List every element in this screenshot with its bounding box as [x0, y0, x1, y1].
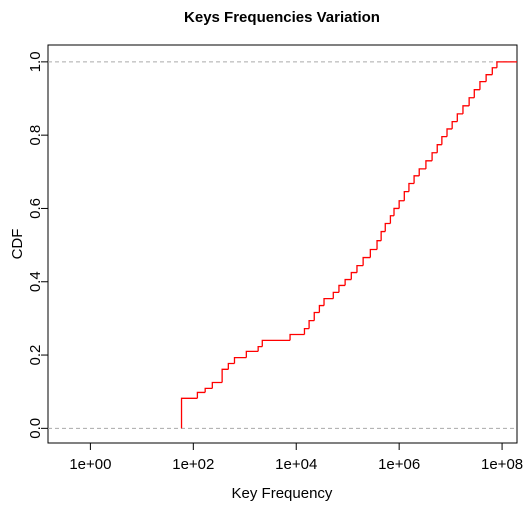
y-tick-label: 1.0 — [27, 51, 44, 72]
step — [436, 144, 442, 153]
step — [362, 256, 371, 266]
step — [496, 61, 517, 68]
step — [403, 190, 409, 201]
y-tick-label: 0.8 — [27, 125, 44, 146]
y-axis-label: CDF — [9, 229, 26, 260]
step — [308, 319, 315, 329]
x-tick-label: 1e+02 — [172, 456, 214, 473]
step — [323, 297, 334, 306]
step — [313, 311, 320, 321]
step — [462, 105, 470, 114]
step — [303, 328, 310, 335]
y-tick-label: 0.2 — [27, 345, 44, 366]
step — [318, 304, 325, 313]
step — [356, 264, 364, 273]
step — [332, 291, 339, 299]
step — [261, 339, 291, 347]
step — [376, 240, 382, 250]
step — [479, 80, 487, 90]
y-tick-label: 0.0 — [27, 418, 44, 439]
step — [485, 74, 493, 82]
step — [418, 168, 426, 176]
step — [196, 391, 206, 399]
x-tick-label: 1e+06 — [378, 456, 420, 473]
y-tick-label: 0.4 — [27, 271, 44, 292]
step — [245, 350, 259, 358]
step — [441, 135, 448, 145]
step — [413, 175, 420, 184]
step — [384, 222, 391, 232]
y-tick-label: 0.6 — [27, 198, 44, 219]
x-tick-label: 1e+08 — [481, 456, 523, 473]
step — [380, 230, 386, 241]
step — [473, 89, 480, 98]
step — [369, 248, 378, 258]
step — [468, 97, 475, 106]
step — [344, 278, 352, 286]
plot-frame — [47, 44, 518, 444]
step — [233, 356, 247, 364]
step — [338, 284, 346, 293]
step — [398, 200, 405, 209]
step — [431, 152, 438, 161]
step — [491, 67, 497, 75]
step — [204, 387, 213, 393]
step — [408, 182, 415, 192]
step — [393, 207, 400, 216]
step — [456, 113, 463, 122]
x-axis-label: Key Frequency — [232, 485, 333, 502]
chart-title: Keys Frequencies Variation — [184, 9, 380, 26]
step — [211, 381, 223, 389]
step — [451, 120, 458, 129]
step — [257, 345, 263, 352]
step — [227, 362, 235, 370]
step — [389, 215, 395, 224]
x-tick-label: 1e+00 — [69, 456, 111, 473]
step — [221, 368, 229, 383]
step — [350, 271, 357, 280]
step — [180, 397, 198, 429]
step — [289, 333, 305, 341]
x-tick-label: 1e+04 — [275, 456, 317, 473]
step — [446, 128, 453, 137]
step — [425, 160, 433, 169]
